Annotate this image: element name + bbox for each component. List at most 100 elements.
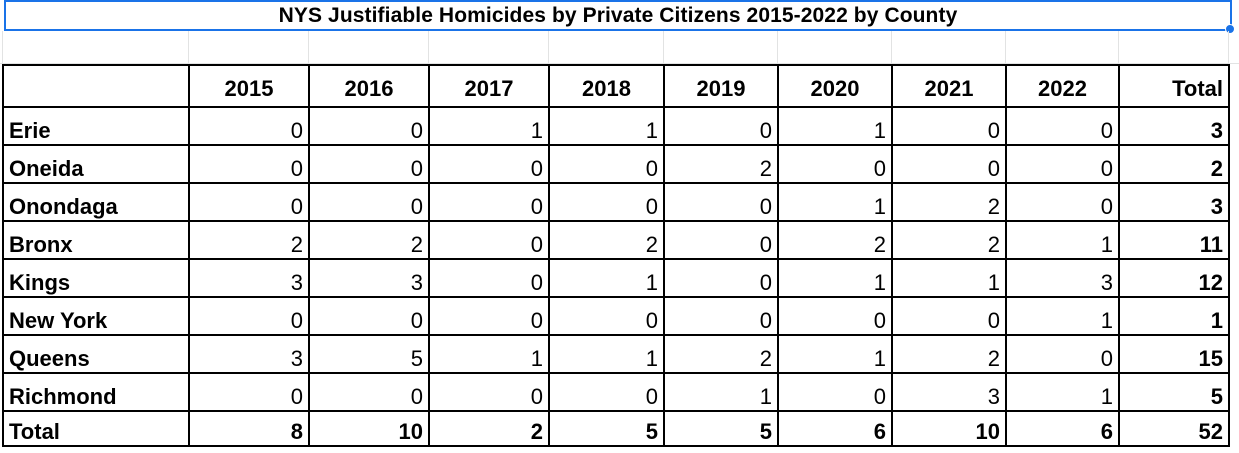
header-year-2019[interactable]: 2019	[663, 64, 779, 108]
value-cell[interactable]: 0	[308, 144, 430, 184]
row-total-cell[interactable]: 11	[1118, 220, 1230, 260]
value-cell[interactable]: 1	[891, 258, 1007, 298]
value-cell[interactable]: 2	[663, 144, 779, 184]
value-cell[interactable]: 0	[188, 106, 310, 146]
value-cell[interactable]: 0	[891, 296, 1007, 336]
value-cell[interactable]: 0	[1005, 144, 1120, 184]
value-cell[interactable]: 0	[188, 144, 310, 184]
row-total-cell[interactable]: 12	[1118, 258, 1230, 298]
value-cell[interactable]: 0	[548, 182, 665, 222]
value-cell[interactable]: 0	[308, 296, 430, 336]
row-total-cell[interactable]: 1	[1118, 296, 1230, 336]
value-cell[interactable]: 0	[1005, 182, 1120, 222]
value-cell[interactable]: 1	[1005, 372, 1120, 412]
header-year-2020[interactable]: 2020	[777, 64, 893, 108]
value-cell[interactable]: 1	[548, 106, 665, 146]
value-cell[interactable]: 1	[428, 334, 550, 374]
county-cell[interactable]: Queens	[2, 334, 190, 374]
row-total-cell[interactable]: 5	[1118, 372, 1230, 412]
row-total-cell[interactable]: 3	[1118, 182, 1230, 222]
value-cell[interactable]: 3	[1005, 258, 1120, 298]
value-cell[interactable]: 0	[1005, 334, 1120, 374]
value-cell[interactable]: 3	[188, 334, 310, 374]
value-cell[interactable]: 0	[548, 144, 665, 184]
column-total-cell[interactable]: 5	[548, 410, 665, 447]
value-cell[interactable]: 3	[308, 258, 430, 298]
value-cell[interactable]: 0	[428, 296, 550, 336]
value-cell[interactable]: 2	[548, 220, 665, 260]
header-year-2015[interactable]: 2015	[188, 64, 310, 108]
value-cell[interactable]: 0	[891, 106, 1007, 146]
value-cell[interactable]: 1	[1005, 296, 1120, 336]
value-cell[interactable]: 0	[308, 106, 430, 146]
value-cell[interactable]: 1	[548, 334, 665, 374]
header-year-2017[interactable]: 2017	[428, 64, 550, 108]
county-cell[interactable]: Erie	[2, 106, 190, 146]
row-total-cell[interactable]: 15	[1118, 334, 1230, 374]
value-cell[interactable]: 1	[663, 372, 779, 412]
total-label-cell[interactable]: Total	[2, 410, 190, 447]
value-cell[interactable]: 2	[777, 220, 893, 260]
value-cell[interactable]: 0	[1005, 106, 1120, 146]
value-cell[interactable]: 1	[428, 106, 550, 146]
value-cell[interactable]: 1	[777, 334, 893, 374]
value-cell[interactable]: 5	[308, 334, 430, 374]
value-cell[interactable]: 0	[428, 144, 550, 184]
header-year-2016[interactable]: 2016	[308, 64, 430, 108]
column-total-cell[interactable]: 6	[1005, 410, 1120, 447]
value-cell[interactable]: 0	[308, 182, 430, 222]
value-cell[interactable]: 0	[428, 258, 550, 298]
county-cell[interactable]: Bronx	[2, 220, 190, 260]
value-cell[interactable]: 0	[548, 372, 665, 412]
column-total-cell[interactable]: 6	[777, 410, 893, 447]
value-cell[interactable]: 0	[777, 144, 893, 184]
value-cell[interactable]: 0	[777, 296, 893, 336]
value-cell[interactable]: 0	[428, 182, 550, 222]
header-cell[interactable]	[2, 64, 190, 108]
row-total-cell[interactable]: 2	[1118, 144, 1230, 184]
value-cell[interactable]: 0	[188, 372, 310, 412]
value-cell[interactable]: 1	[777, 106, 893, 146]
value-cell[interactable]: 0	[308, 372, 430, 412]
value-cell[interactable]: 0	[188, 296, 310, 336]
value-cell[interactable]: 1	[548, 258, 665, 298]
value-cell[interactable]: 0	[663, 296, 779, 336]
row-total-cell[interactable]: 3	[1118, 106, 1230, 146]
county-cell[interactable]: Richmond	[2, 372, 190, 412]
value-cell[interactable]: 1	[1005, 220, 1120, 260]
column-total-cell[interactable]: 10	[308, 410, 430, 447]
county-cell[interactable]: Oneida	[2, 144, 190, 184]
value-cell[interactable]: 3	[891, 372, 1007, 412]
header-year-2021[interactable]: 2021	[891, 64, 1007, 108]
header-total[interactable]: Total	[1118, 64, 1230, 108]
county-cell[interactable]: New York	[2, 296, 190, 336]
fill-handle[interactable]	[1225, 24, 1235, 34]
value-cell[interactable]: 0	[891, 144, 1007, 184]
grand-total-cell[interactable]: 52	[1118, 410, 1230, 447]
value-cell[interactable]: 0	[428, 372, 550, 412]
column-total-cell[interactable]: 8	[188, 410, 310, 447]
value-cell[interactable]: 0	[663, 106, 779, 146]
value-cell[interactable]: 0	[777, 372, 893, 412]
sheet-title-cell[interactable]: NYS Justifiable Homicides by Private Cit…	[4, 0, 1235, 34]
value-cell[interactable]: 0	[428, 220, 550, 260]
value-cell[interactable]: 2	[891, 334, 1007, 374]
county-cell[interactable]: Onondaga	[2, 182, 190, 222]
value-cell[interactable]: 0	[663, 220, 779, 260]
value-cell[interactable]: 2	[188, 220, 310, 260]
value-cell[interactable]: 0	[663, 182, 779, 222]
value-cell[interactable]: 2	[663, 334, 779, 374]
value-cell[interactable]: 1	[777, 258, 893, 298]
header-year-2022[interactable]: 2022	[1005, 64, 1120, 108]
value-cell[interactable]: 3	[188, 258, 310, 298]
value-cell[interactable]: 2	[891, 220, 1007, 260]
value-cell[interactable]: 0	[663, 258, 779, 298]
county-cell[interactable]: Kings	[2, 258, 190, 298]
header-year-2018[interactable]: 2018	[548, 64, 665, 108]
value-cell[interactable]: 1	[777, 182, 893, 222]
value-cell[interactable]: 0	[548, 296, 665, 336]
value-cell[interactable]: 2	[308, 220, 430, 260]
blank-grid-row[interactable]	[0, 31, 1239, 64]
value-cell[interactable]: 2	[891, 182, 1007, 222]
value-cell[interactable]: 0	[188, 182, 310, 222]
